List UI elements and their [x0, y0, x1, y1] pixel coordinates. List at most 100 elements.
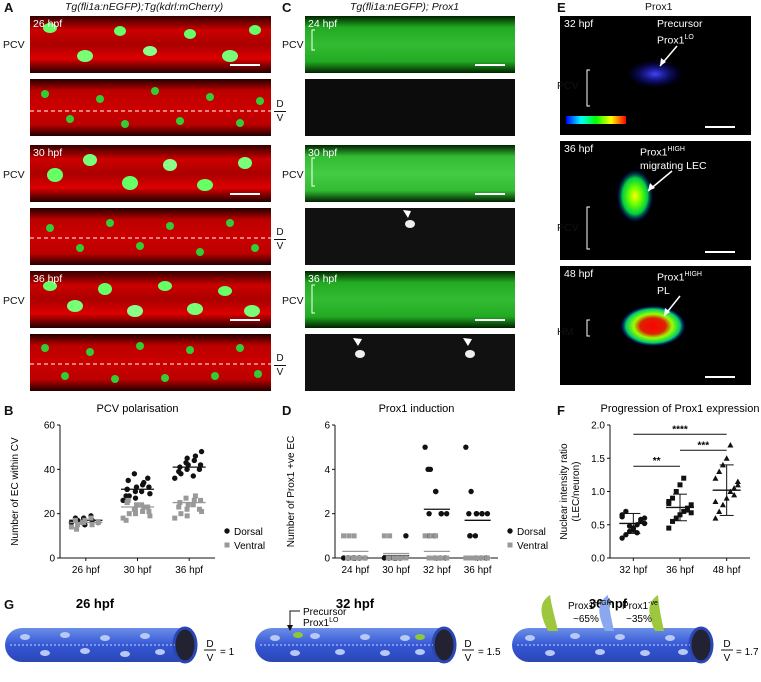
data-point: [623, 508, 629, 515]
x-tick-label: 26 hpf: [72, 565, 100, 576]
data-point: [183, 459, 189, 466]
scale-bar: [475, 319, 505, 321]
data-point: [734, 481, 741, 488]
data-point: [183, 495, 189, 501]
y-tick-label: 20: [44, 509, 56, 520]
data-point: [734, 478, 741, 485]
data-point: [140, 508, 146, 514]
sprout-prox1-neg: [599, 595, 614, 631]
side-label-pcv: PCV: [282, 169, 304, 181]
annotation-label: Precursor Prox1LO: [657, 18, 703, 47]
time-label: 48 hpf: [564, 268, 594, 280]
data-point: [673, 489, 679, 494]
x-tick-label: 32 hpf: [619, 565, 647, 576]
data-point: [120, 497, 126, 504]
stage-label-32: 32 hpf: [336, 596, 375, 611]
panel-c-image-30-prox1: [305, 208, 515, 265]
data-point: [341, 533, 347, 539]
d-label: D: [276, 353, 284, 364]
v-label: V: [207, 653, 214, 664]
data-point: [670, 518, 676, 524]
data-point: [468, 488, 474, 495]
pct-high-label: ~65%: [573, 614, 599, 625]
data-point: [120, 515, 126, 521]
v-label: V: [724, 653, 731, 664]
data-point: [88, 515, 94, 521]
data-point: [381, 555, 388, 561]
scale-bar: [705, 251, 735, 253]
data-point: [716, 468, 723, 475]
data-point: [139, 502, 145, 508]
panel-c-image-30-gfp: 30 hpf: [305, 145, 515, 202]
y-tick-label: 4: [324, 465, 330, 476]
prox1-signal: [403, 210, 415, 228]
panel-label-f: F: [557, 403, 565, 418]
nuclei-overlay: [30, 219, 271, 256]
data-point: [133, 511, 138, 517]
data-point: [444, 555, 450, 561]
chart-d-prox1-induction: Prox1 induction 0 2 4 6 24 hpf 30 hpf 32 hpf 36 …: [286, 403, 548, 576]
data-point: [666, 500, 672, 506]
y-axis-label-2: (LEC/neuron): [571, 461, 582, 521]
heatmap-overlay: [621, 295, 685, 346]
data-point: [422, 533, 428, 539]
panel-label-c: C: [282, 0, 292, 15]
panel-a-image-26-nuclei: [30, 79, 271, 136]
chart-title: Prox1 induction: [379, 403, 455, 415]
sprout-prox1-high: [649, 595, 664, 631]
annotation-label: Prox1HIGH PL: [657, 271, 702, 297]
data-point: [124, 500, 130, 506]
panel-g-schematic: 26 hpf 32 hpf 36 hpf D V = 1 Precursor P…: [5, 595, 759, 664]
data-point: [426, 555, 432, 561]
data-point: [684, 507, 690, 513]
data-point: [681, 475, 687, 481]
data-point: [634, 530, 640, 536]
data-point: [146, 508, 152, 514]
data-point: [619, 535, 625, 541]
precursor-label: Precursor: [303, 607, 347, 618]
data-point: [712, 498, 719, 504]
prox1-neg-label: Prox1-ve: [622, 600, 658, 612]
data-point: [350, 555, 356, 561]
panel-c-image-36-prox1: [305, 334, 515, 391]
panel-a-image-30-nuclei: [30, 208, 271, 265]
chart-title: PCV polarisation: [97, 403, 179, 415]
panel-c-image-24-prox1: [305, 79, 515, 136]
panel-label-a: A: [4, 0, 14, 15]
data-point: [176, 504, 182, 510]
data-point: [184, 513, 190, 519]
data-point: [147, 513, 153, 519]
data-point: [138, 488, 145, 495]
panel-label-e: E: [557, 0, 566, 15]
data-point: [184, 506, 190, 512]
data-point: [74, 526, 80, 532]
data-point: [178, 511, 184, 517]
y-axis-label: Nuclear intensity ratio: [559, 443, 570, 540]
d-label: D: [206, 639, 213, 650]
data-point: [192, 453, 199, 459]
data-point: [68, 524, 74, 530]
data-point: [132, 495, 139, 501]
data-point: [426, 510, 432, 517]
data-point: [472, 533, 479, 539]
y-tick-label: 40: [44, 465, 56, 476]
data-point: [473, 510, 480, 517]
nuclei-overlay: [47, 154, 252, 191]
y-tick-label: 2: [324, 509, 330, 520]
legend-entry: Dorsal: [517, 527, 546, 538]
data-point: [666, 525, 672, 531]
scale-bar: [230, 64, 260, 66]
data-point: [507, 528, 513, 534]
data-point: [712, 515, 719, 521]
time-label: 24 hpf: [308, 18, 338, 30]
data-point: [466, 510, 472, 517]
y-axis-label: Number of EC within CV: [10, 437, 21, 546]
side-label: PCV: [557, 80, 579, 92]
x-tick-label: 36 hpf: [666, 565, 694, 576]
data-point: [190, 473, 196, 479]
data-point: [484, 510, 491, 517]
arrowhead-icon: [463, 338, 472, 346]
side-label: HM: [557, 326, 574, 338]
vessel-32: [255, 626, 457, 664]
time-label: 36 hpf: [308, 273, 338, 285]
